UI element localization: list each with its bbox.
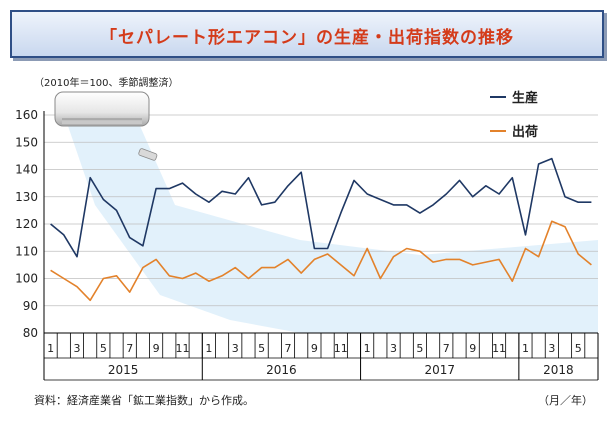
x-tick-label: 3 xyxy=(390,342,397,355)
x-tick-label: 9 xyxy=(311,342,318,355)
source-note: 資料：経済産業省「鉱工業指数」から作成。 xyxy=(34,394,254,407)
x-tick-label: 1 xyxy=(205,342,212,355)
y-tick-label: 150 xyxy=(15,135,38,149)
x-tick-label: 1 xyxy=(364,342,371,355)
x-tick-label: 11 xyxy=(176,342,190,355)
y-tick-label: 130 xyxy=(15,190,38,204)
y-tick-label: 120 xyxy=(15,217,38,231)
x-tick-label: 3 xyxy=(232,342,239,355)
x-tick-label: 7 xyxy=(443,342,450,355)
y-tick-label: 110 xyxy=(15,244,38,258)
year-label: 2016 xyxy=(266,363,297,377)
chart-title: 「セパレート形エアコン」の生産・出荷指数の推移 xyxy=(100,28,514,48)
series-line-production xyxy=(50,157,592,258)
y-tick-label: 80 xyxy=(23,326,38,340)
x-tick-label: 9 xyxy=(469,342,476,355)
legend-label: 生産 xyxy=(512,90,538,106)
grid-lines xyxy=(44,114,598,307)
air-conditioner-icon xyxy=(54,91,150,127)
year-label: 2018 xyxy=(543,363,574,377)
remote-control-icon xyxy=(138,148,158,161)
airflow-shape xyxy=(68,126,598,333)
x-tick-label: 5 xyxy=(575,342,582,355)
year-label: 2017 xyxy=(424,363,455,377)
y-tick-label: 90 xyxy=(23,299,38,313)
y-tick-label: 100 xyxy=(15,272,38,286)
x-tick-label: 11 xyxy=(492,342,506,355)
x-tick-label: 1 xyxy=(47,342,54,355)
airflow-band xyxy=(68,126,598,333)
x-tick-label: 9 xyxy=(153,342,160,355)
index-base-note: （2010年＝100、季節調整済） xyxy=(34,78,179,89)
x-tick-label: 5 xyxy=(416,342,423,355)
y-tick-label: 160 xyxy=(15,108,38,122)
x-tick-label: 5 xyxy=(100,342,107,355)
x-tick-label: 3 xyxy=(548,342,555,355)
x-tick-label: 1 xyxy=(522,342,529,355)
legend-label: 出荷 xyxy=(512,124,538,140)
y-tick-label: 140 xyxy=(15,163,38,177)
x-tick-label: 5 xyxy=(258,342,265,355)
axis-unit-note: （月／年） xyxy=(538,394,593,407)
year-label: 2015 xyxy=(108,363,139,377)
x-tick-label: 3 xyxy=(73,342,80,355)
series-line-shipments xyxy=(50,220,592,302)
title-bar: 「セパレート形エアコン」の生産・出荷指数の推移 xyxy=(10,10,604,58)
x-tick-label: 7 xyxy=(285,342,292,355)
series-layer xyxy=(50,157,592,302)
x-tick-label: 11 xyxy=(334,342,348,355)
x-tick-label: 7 xyxy=(126,342,133,355)
